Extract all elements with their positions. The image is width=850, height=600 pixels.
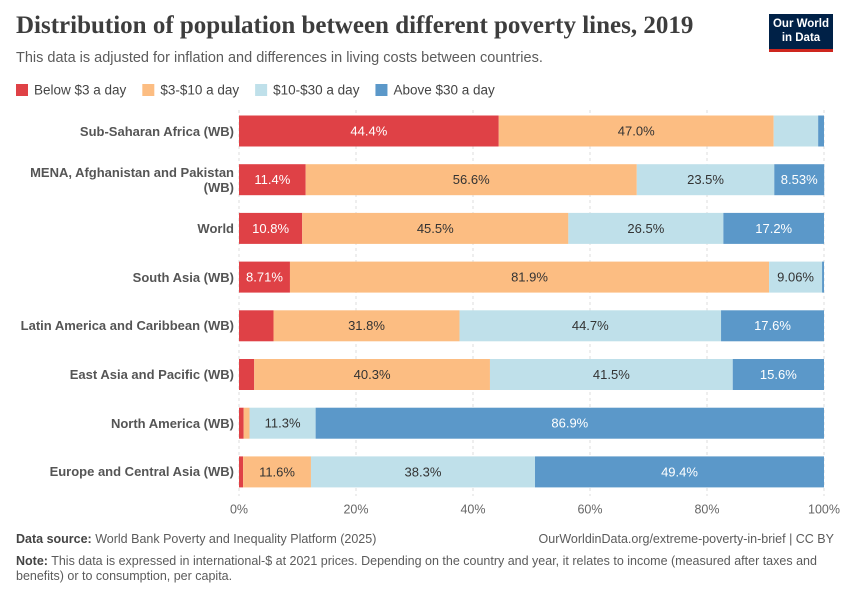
bar-segment (273, 310, 460, 342)
legend-label: Below $3 a day (34, 83, 127, 98)
bar-segment (636, 164, 775, 196)
bar-segment (773, 115, 819, 147)
bar-segment (769, 261, 823, 293)
bar-segment (305, 164, 637, 196)
value-label: 26.5% (627, 221, 664, 236)
legend-swatch (16, 84, 28, 96)
bar-segment (535, 456, 824, 488)
value-label: 44.4% (350, 123, 387, 138)
value-label: 56.6% (453, 172, 490, 187)
source: Data source: World Bank Poverty and Ineq… (16, 532, 376, 546)
note-text: This data is expressed in international-… (16, 554, 817, 583)
x-tick-label: 60% (577, 502, 602, 516)
legend-label: $10-$30 a day (273, 83, 360, 98)
chart-title: Distribution of population between diffe… (16, 12, 694, 39)
bar-segment (239, 212, 303, 244)
category-label: MENA, Afghanistan and Pakistan (WB) (30, 164, 234, 195)
x-tick-label: 100% (808, 502, 840, 516)
category-label: South Asia (WB) (132, 269, 234, 285)
bar-segment (732, 359, 824, 390)
bar-segment (489, 359, 733, 390)
value-label: 8.53% (781, 172, 818, 187)
legend-swatch (142, 84, 155, 96)
legend-label: Above $30 a day (393, 83, 495, 98)
bar-segment (723, 212, 824, 244)
value-label: 10.8% (252, 221, 289, 236)
bar-segment (818, 115, 824, 147)
value-label: 17.6% (754, 318, 791, 333)
category-label: Latin America and Caribbean (WB) (20, 318, 234, 334)
value-label: 86.9% (551, 416, 588, 431)
value-label: 11.3% (265, 416, 301, 431)
bar-segment (310, 456, 536, 488)
bar-segment (239, 261, 290, 293)
value-label: 9.06% (777, 270, 814, 285)
x-tick-label: 40% (460, 502, 485, 516)
category-label: North America (WB) (110, 415, 234, 431)
bar-segment (774, 164, 825, 196)
value-label: 17.2% (755, 221, 792, 236)
bar-segment (249, 407, 316, 439)
value-label: 49.4% (661, 464, 698, 479)
x-tick-label: 0% (230, 502, 248, 516)
legend-swatch (375, 84, 388, 96)
bar-segment (239, 456, 244, 488)
bar-segment (254, 359, 490, 390)
x-tick-label: 20% (343, 502, 368, 516)
bar-segment (315, 407, 824, 439)
source-label: Data source: (16, 532, 92, 546)
value-label: 8.71% (246, 270, 283, 285)
bar-segment (243, 407, 250, 439)
value-label: 38.3% (405, 464, 442, 479)
value-label: 41.5% (593, 367, 630, 382)
bar-segment (239, 310, 274, 342)
legend-swatch (255, 84, 268, 96)
value-label: 45.5% (417, 221, 454, 236)
logo-line: in Data (781, 32, 821, 44)
logo[interactable]: Our World in Data (769, 14, 833, 52)
chart-subtitle: This data is adjusted for inflation and … (16, 50, 543, 66)
category-label: Sub-Saharan Africa (WB) (79, 123, 234, 139)
bar-segment (721, 310, 824, 342)
category-label: World (197, 220, 234, 236)
logo-line: Our World (772, 18, 829, 30)
value-label: 11.4% (254, 172, 290, 187)
url[interactable]: OurWorldinData.org/extreme-poverty-in-br… (538, 532, 834, 546)
value-label: 11.6% (259, 464, 295, 479)
bar-segment (302, 212, 569, 244)
bar-segment (239, 115, 499, 147)
bar-segment (822, 261, 824, 293)
source-text: World Bank Poverty and Inequality Platfo… (95, 532, 377, 546)
bar-segment (459, 310, 722, 342)
x-tick-label: 80% (694, 502, 719, 516)
bar-segment (239, 359, 255, 390)
bar-segment (239, 407, 244, 439)
value-label: 40.3% (354, 367, 391, 382)
note-label: Note: (16, 554, 48, 568)
bar-segment (498, 115, 774, 147)
value-label: 44.7% (572, 318, 609, 333)
category-label: East Asia and Pacific (WB) (69, 367, 234, 382)
bar-segment (239, 164, 306, 196)
bar-segment (289, 261, 770, 293)
value-label: 31.8% (348, 318, 385, 333)
bar-segment (568, 212, 724, 244)
value-label: 15.6% (760, 367, 797, 382)
legend-label: $3-$10 a day (160, 83, 239, 98)
value-label: 47.0% (618, 123, 655, 138)
value-label: 23.5% (687, 172, 724, 187)
bar-segment (243, 456, 311, 488)
note: Note: This data is expressed in internat… (16, 554, 826, 584)
value-label: 81.9% (511, 270, 548, 285)
category-label: Europe and Central Asia (WB) (49, 464, 234, 480)
